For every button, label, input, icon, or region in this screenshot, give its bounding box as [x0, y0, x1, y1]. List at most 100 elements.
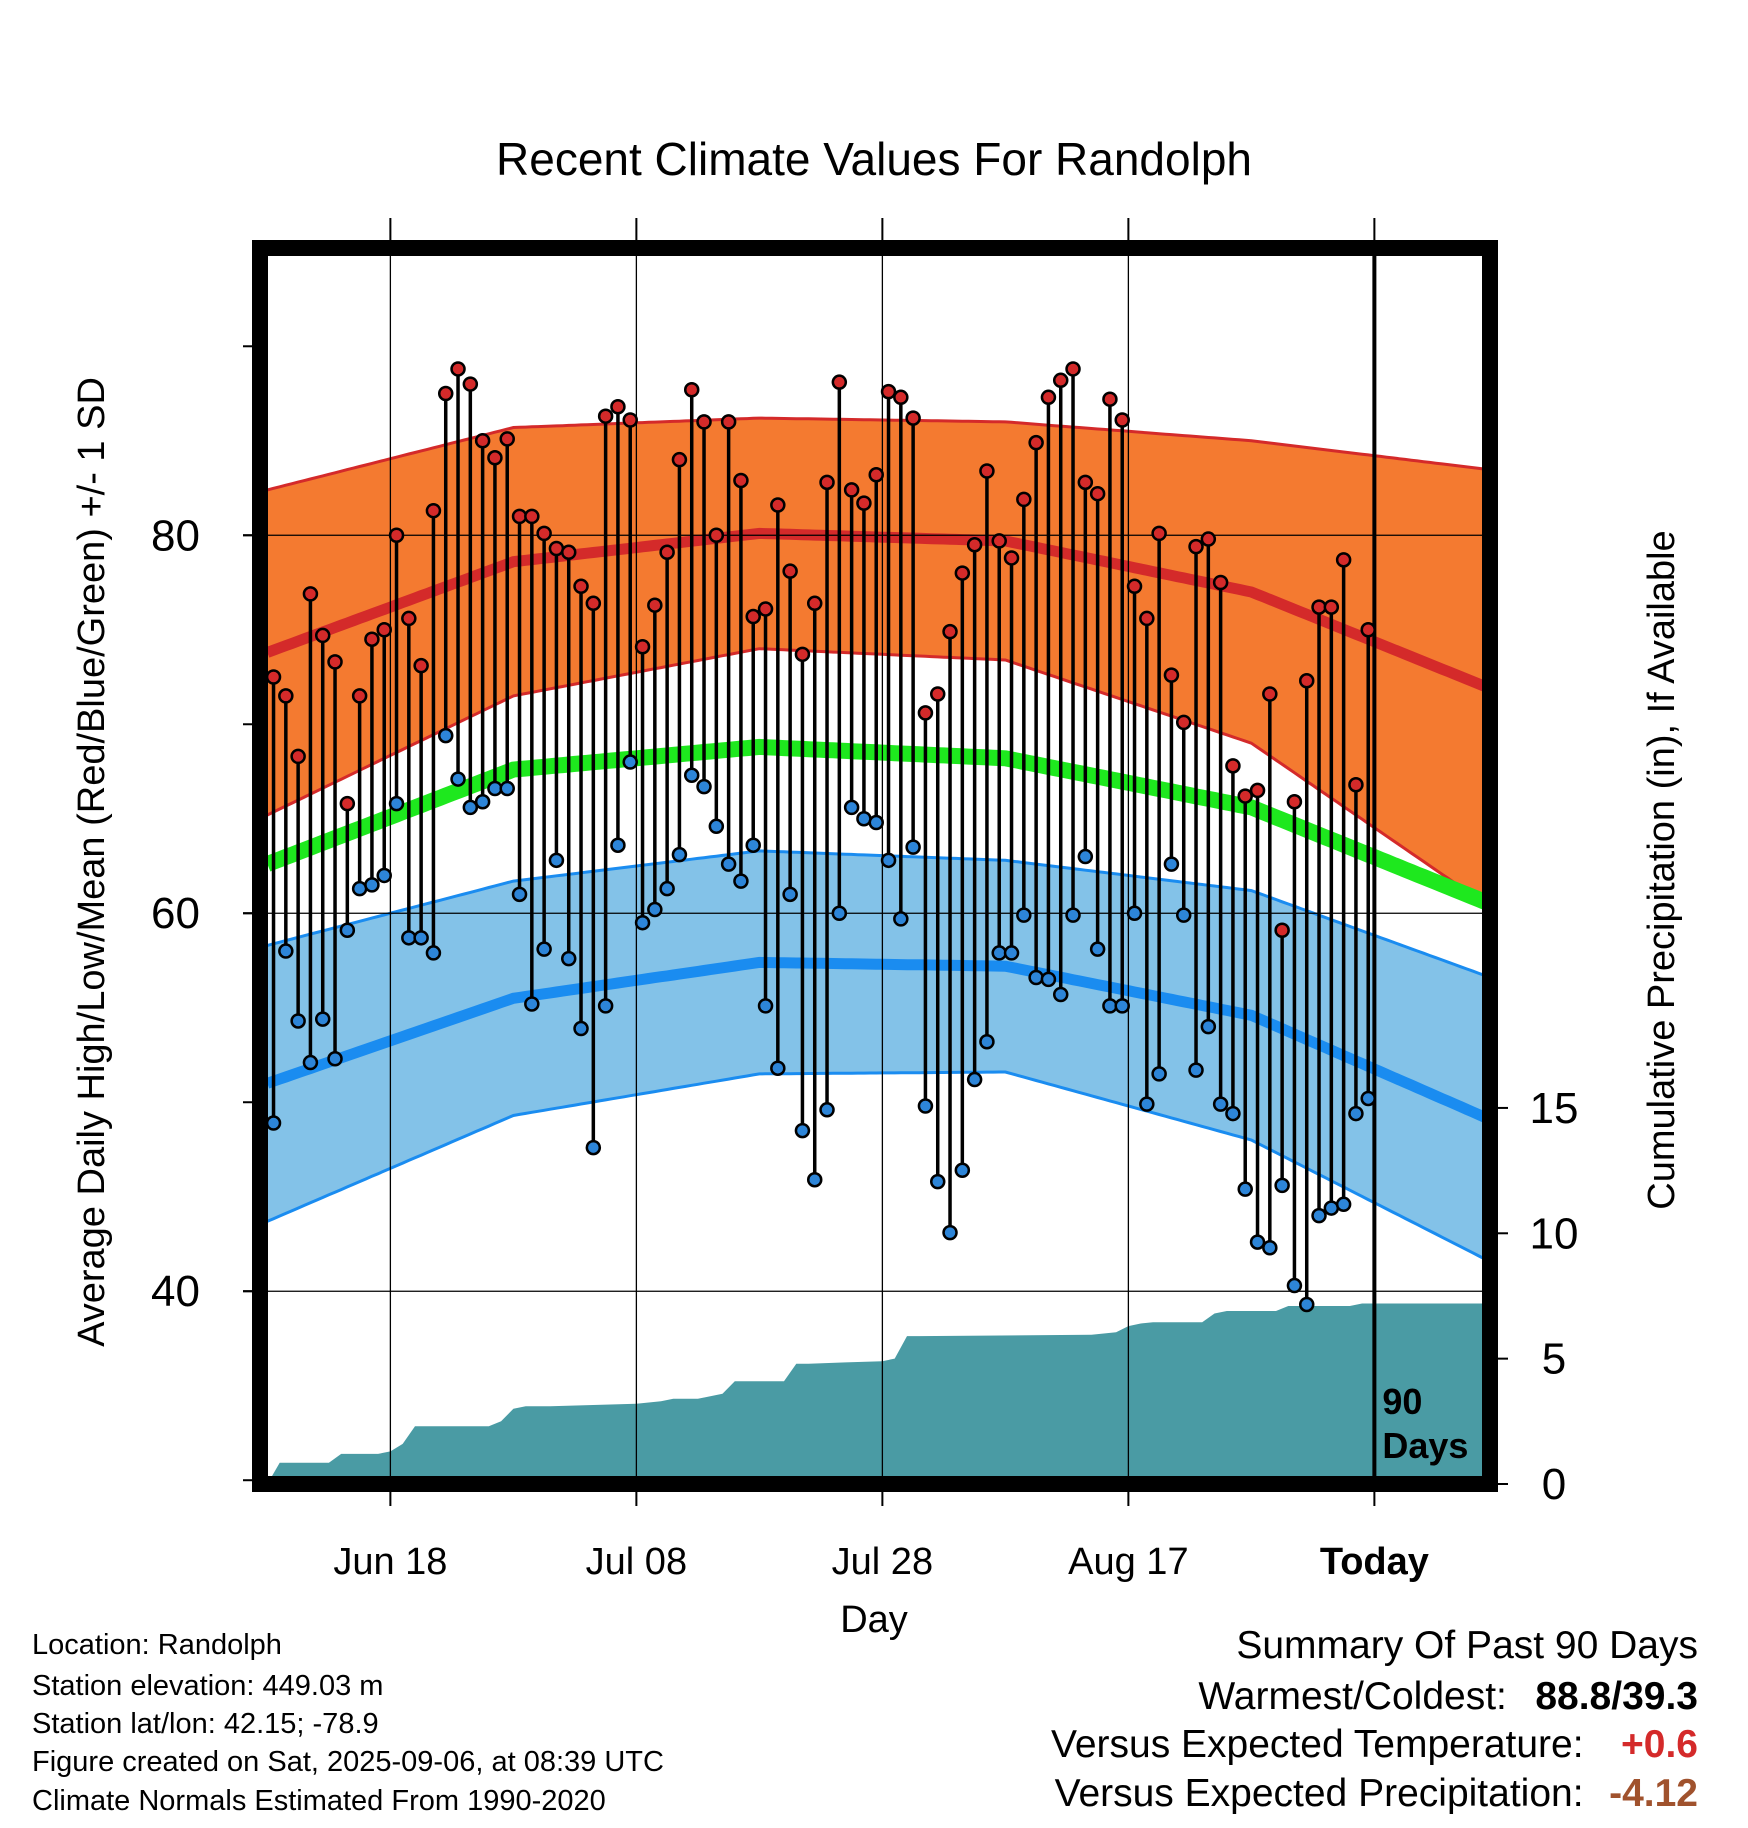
daily-high-point: [868, 467, 884, 483]
high-sd-band: [267, 418, 1486, 904]
daily-high-point: [733, 472, 749, 489]
daily-low-point: [487, 780, 503, 797]
x-tick-label: Jun 18: [333, 1541, 447, 1583]
today-label-days-count: 90: [1382, 1381, 1422, 1422]
info-created: Figure created on Sat, 2025-09-06, at 08…: [32, 1746, 664, 1778]
daily-high-point: [917, 705, 934, 721]
daily-low-point: [1003, 945, 1020, 961]
info-elevation: Station elevation: 449.03 m: [32, 1670, 384, 1702]
daily-high-point: [1274, 922, 1290, 939]
summary-precip: Versus Expected Precipitation: -4.12: [1055, 1774, 1698, 1813]
daily-low-point: [1225, 1105, 1241, 1122]
daily-low-point: [905, 839, 921, 855]
daily-low-point: [610, 837, 626, 853]
summary-heading: Summary Of Past 90 Days: [1236, 1626, 1698, 1665]
daily-high-point: [351, 688, 368, 704]
daily-low-point: [929, 1173, 946, 1190]
info-location: Location: Randolph: [32, 1629, 282, 1661]
daily-high-point: [979, 463, 995, 479]
daily-high-point: [1028, 434, 1044, 451]
daily-high-point: [302, 586, 319, 602]
daily-low-point: [696, 778, 712, 795]
daily-high-point: [339, 795, 356, 812]
daily-low-point: [671, 846, 688, 863]
x-tick-label: Today: [1320, 1541, 1429, 1583]
warm-cold-label: Warmest/Coldest:: [1198, 1675, 1507, 1718]
daily-high-point: [1286, 793, 1303, 810]
daily-low-point: [597, 998, 614, 1014]
daily-low-point: [1323, 1200, 1340, 1216]
daily-low-point: [1311, 1207, 1327, 1224]
daily-high-point: [757, 601, 774, 617]
daily-low-point: [290, 1013, 306, 1029]
daily-high-point: [1040, 389, 1057, 406]
daily-low-point: [425, 945, 442, 961]
daily-high-point: [462, 376, 479, 392]
daily-low-point: [806, 1171, 823, 1188]
daily-high-point: [536, 525, 552, 542]
daily-high-point: [720, 414, 737, 430]
daily-high-point: [437, 385, 454, 402]
daily-high-point: [1212, 574, 1229, 591]
daily-low-point: [708, 818, 725, 835]
daily-low-point: [524, 996, 540, 1012]
daily-low-point: [302, 1054, 319, 1071]
daily-high-point: [1298, 673, 1315, 689]
y2-axis-title: Cumulative Precipitation (in), If Availa…: [1641, 530, 1683, 1209]
daily-low-point: [1016, 907, 1032, 923]
daily-high-point: [413, 657, 429, 674]
daily-high-point: [585, 595, 602, 612]
daily-low-point: [474, 793, 491, 810]
daily-high-point: [856, 495, 872, 511]
daily-low-point: [1175, 907, 1192, 923]
daily-high-point: [1175, 714, 1192, 731]
daily-high-point: [770, 497, 786, 513]
daily-high-point: [696, 414, 712, 430]
daily-high-point: [1089, 485, 1106, 502]
daily-low-point: [1114, 998, 1130, 1014]
daily-high-point: [610, 399, 626, 415]
daily-high-point: [1225, 758, 1241, 774]
daily-low-point: [1188, 1062, 1204, 1078]
daily-high-point: [524, 508, 540, 525]
axes: 40 60 80 0 5 10 15 Jun 18 Jul 08 Jul 28 Aug 17 Toda…: [151, 218, 1578, 1583]
daily-high-point: [647, 597, 663, 613]
daily-high-point: [597, 408, 614, 424]
daily-high-point: [573, 578, 589, 595]
daily-low-point: [388, 795, 405, 812]
daily-low-point: [573, 1020, 589, 1037]
daily-high-point: [1139, 610, 1155, 627]
daily-high-point: [782, 563, 798, 579]
summary-warm-cold: Warmest/Coldest: 88.8/39.3: [1198, 1677, 1698, 1716]
daily-low-point: [770, 1060, 786, 1076]
warm-cold-value: 88.8/39.3: [1535, 1675, 1698, 1718]
x-axis-title: Day: [840, 1599, 908, 1641]
daily-high-point: [942, 623, 958, 640]
daily-low-point: [1360, 1090, 1376, 1107]
daily-high-point: [290, 748, 306, 765]
daily-high-point: [1237, 788, 1253, 804]
daily-low-point: [1249, 1234, 1266, 1250]
daily-high-point: [794, 646, 811, 663]
daily-high-point: [622, 412, 638, 428]
x-tick-label: Aug 17: [1068, 1541, 1188, 1583]
daily-low-point: [659, 880, 675, 897]
daily-low-point: [376, 867, 392, 884]
daily-high-point: [1360, 622, 1376, 638]
daily-high-point: [708, 527, 725, 544]
daily-low-point: [265, 1115, 282, 1131]
daily-low-point: [782, 886, 798, 903]
daily-low-point: [1274, 1177, 1290, 1194]
daily-high-point: [425, 502, 442, 519]
y2-tick-label: 10: [1530, 1209, 1579, 1258]
daily-low-point: [979, 1034, 995, 1050]
daily-high-point: [1114, 412, 1130, 428]
daily-high-point: [1188, 538, 1204, 555]
low-sd-band: [267, 850, 1486, 1260]
daily-low-point: [733, 873, 749, 889]
daily-low-point: [942, 1224, 958, 1241]
daily-high-point: [1102, 391, 1118, 407]
daily-low-point: [327, 1051, 343, 1067]
